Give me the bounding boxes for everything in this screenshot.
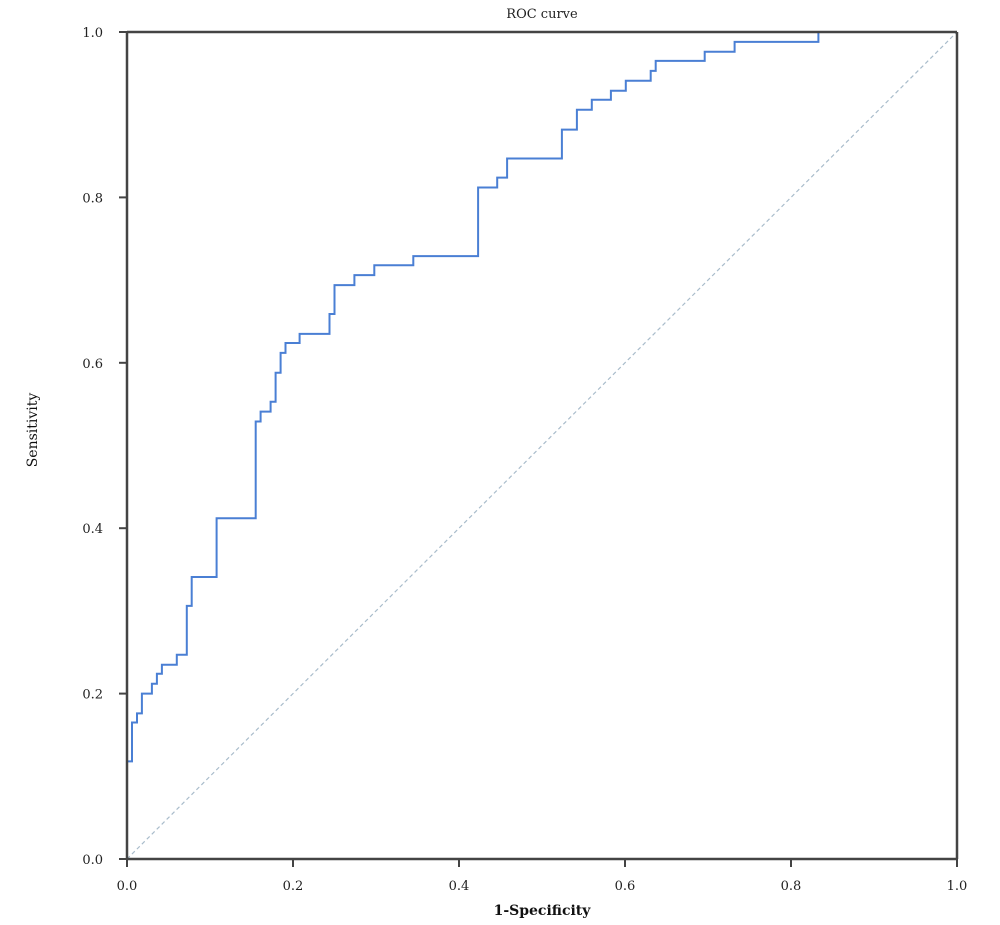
y-tick-label: 0.6 — [82, 357, 103, 372]
y-tick-label: 0.0 — [82, 853, 103, 868]
y-tick-label: 0.8 — [82, 191, 103, 206]
roc-curve-line — [126, 31, 957, 859]
y-axis-title: Sensitivity — [25, 393, 41, 468]
roc-curve-layer — [126, 31, 957, 859]
x-tick-label: 1.0 — [947, 879, 968, 894]
x-tick-label: 0.2 — [283, 879, 304, 894]
x-tick-label: 0.8 — [781, 879, 802, 894]
chart-title: ROC curve — [506, 7, 578, 22]
y-tick-label: 0.2 — [82, 688, 103, 703]
axis-ticks: 0.0 0.2 0.4 0.6 0.8 1.0 0.0 0.2 0.4 0.6 0.8 1.0 — [82, 26, 967, 894]
x-axis-title: 1-Specificity — [494, 903, 592, 919]
y-tick-label: 1.0 — [82, 26, 103, 41]
x-tick-label: 0.0 — [117, 879, 138, 894]
reference-diagonal-line — [126, 31, 958, 860]
x-tick-label: 0.4 — [449, 879, 470, 894]
plot-frame — [125, 30, 959, 861]
y-tick-label: 0.4 — [82, 522, 103, 537]
reference-line-layer — [126, 31, 958, 860]
x-tick-label: 0.6 — [615, 879, 636, 894]
